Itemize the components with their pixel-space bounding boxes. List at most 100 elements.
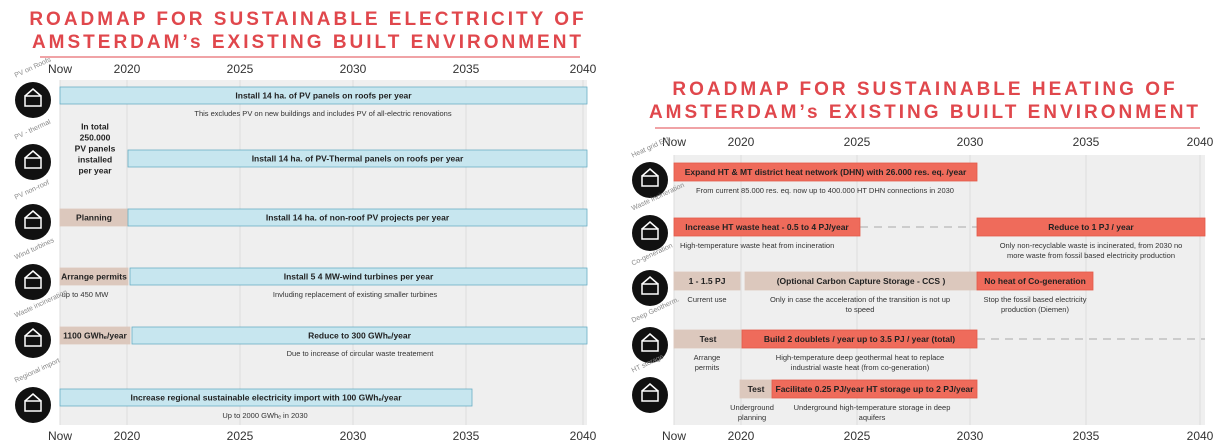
icon-glyph: [24, 277, 42, 289]
side-note: per year: [78, 165, 112, 175]
axis-label-bottom: 2040: [1187, 429, 1214, 443]
bar-label: Install 14 ha. of non-roof PV projects p…: [266, 212, 450, 222]
title: ROADMAP FOR SUSTAINABLE HEATING OF: [672, 79, 1177, 100]
row-icon: [15, 322, 51, 358]
icon-glyph: [641, 228, 659, 240]
icon-glyph: [641, 276, 659, 285]
note: Current use: [687, 295, 726, 304]
row-label: PV - thermal: [14, 119, 53, 142]
icon-glyph: [24, 270, 42, 279]
side-note: PV panels: [75, 143, 116, 153]
bar-label: No heat of Co-generation: [984, 276, 1086, 286]
row-label: Regional import: [14, 357, 61, 384]
axis-label-top: 2025: [227, 62, 254, 76]
row-icon: [632, 270, 668, 306]
row-icon: [632, 327, 668, 363]
icon-glyph: [24, 393, 42, 402]
roadmap-bar: [127, 208, 588, 227]
bar-label: Build 2 doublets / year up to 3.5 PJ / y…: [764, 334, 955, 344]
bar-label: Increase HT waste heat - 0.5 to 4 PJ/yea…: [685, 222, 849, 232]
axis-label-top: 2035: [453, 62, 480, 76]
axis-label-bottom: 2020: [728, 429, 755, 443]
bar-label: Test: [700, 334, 717, 344]
axis-label-top: 2030: [340, 62, 367, 76]
note: This excludes PV on new buildings and in…: [194, 109, 451, 118]
icon-glyph: [641, 340, 659, 352]
row-label: Wind turbines: [14, 237, 56, 262]
icon-glyph: [24, 157, 42, 169]
note: High-temperature waste heat from inciner…: [680, 241, 834, 250]
note: From current 85.000 res. eq. now up to 4…: [696, 186, 954, 195]
axis-label-bottom: 2035: [1073, 429, 1100, 443]
bar-label: Install 14 ha. of PV-Thermal panels on r…: [252, 153, 464, 163]
roadmap-bar: [129, 267, 588, 286]
axis-label-top: 2025: [844, 135, 871, 149]
bar-label: Arrange permits: [61, 271, 127, 281]
roadmap-bar: [673, 162, 978, 182]
bar-label: 1 - 1.5 PJ: [689, 276, 726, 286]
row-label: PV non-roof: [14, 179, 51, 201]
row-icon: [632, 162, 668, 198]
note: up to 450 MW: [62, 290, 110, 299]
note: Underground: [730, 403, 774, 412]
roadmap-bar: [673, 217, 861, 237]
icon-glyph: [641, 383, 659, 392]
note: Stop the fossil based electricity: [984, 295, 1087, 304]
bar-label: Test: [748, 384, 765, 394]
left-background: [60, 80, 587, 425]
side-note: 250.000: [80, 132, 111, 142]
icon-glyph: [641, 221, 659, 230]
icon-glyph: [24, 335, 42, 347]
roadmap-bar: [976, 271, 1094, 291]
roadmap-bar: [976, 217, 1206, 237]
axis-label-bottom: Now: [48, 429, 72, 443]
axis-label-top: 2040: [1187, 135, 1214, 149]
icon-glyph: [24, 88, 42, 97]
bar-label: Increase regional sustainable electricit…: [130, 392, 402, 402]
icon-glyph: [641, 283, 659, 295]
bar-label: Install 14 ha. of PV panels on roofs per…: [235, 90, 412, 100]
bar-label: 1100 GWhₑ/year: [63, 330, 127, 340]
row-label: PV on Roofs: [14, 56, 53, 79]
note: Up to 2000 GWhₑ in 2030: [222, 411, 307, 420]
note: Invluding replacement of existing smalle…: [273, 290, 437, 299]
icon-glyph: [641, 168, 659, 177]
bar-label: (Optional Carbon Capture Storage - CCS ): [777, 276, 946, 286]
roadmap-bar: [127, 149, 588, 168]
row-icon: [632, 215, 668, 251]
axis-label-bottom: Now: [662, 429, 686, 443]
axis-label-bottom: 2035: [453, 429, 480, 443]
axis-label-bottom: 2025: [844, 429, 871, 443]
roadmap-bar: [59, 267, 129, 286]
row-icon: [15, 264, 51, 300]
note: industrial waste heat (from co-generatio…: [791, 363, 930, 372]
axis-label-top: 2035: [1073, 135, 1100, 149]
note: Underground high-temperature storage in …: [794, 403, 951, 412]
axis-label-bottom: 2040: [570, 429, 597, 443]
roadmap-bar: [131, 326, 588, 345]
note: Arrange: [694, 353, 721, 362]
bar-label: Install 5 4 MW-wind turbines per year: [284, 271, 434, 281]
roadmap-bar: [59, 86, 588, 105]
roadmap-bar: [59, 326, 131, 345]
icon-glyph: [641, 390, 659, 402]
note: to speed: [846, 305, 875, 314]
axis-label-top: 2020: [114, 62, 141, 76]
icon-glyph: [24, 400, 42, 412]
bar-label: Planning: [76, 212, 112, 222]
bar-label: Expand HT & MT district heat network (DH…: [685, 167, 967, 177]
icon-glyph: [24, 328, 42, 337]
axis-label-bottom: 2025: [227, 429, 254, 443]
title: AMSTERDAM’s EXISTING BUILT ENVIRONMENT: [32, 32, 584, 53]
axis-label-bottom: 2030: [957, 429, 984, 443]
axis-label-top: 2040: [570, 62, 597, 76]
note: Only in case the acceleration of the tra…: [770, 295, 950, 304]
axis-label-bottom: 2020: [114, 429, 141, 443]
bar-label: Reduce to 1 PJ / year: [1048, 222, 1134, 232]
axis-label-top: Now: [48, 62, 72, 76]
bar-label: Facilitate 0.25 PJ/year HT storage up to…: [776, 384, 975, 394]
note: permits: [695, 363, 720, 372]
note: aquifers: [859, 413, 886, 422]
row-icon: [15, 204, 51, 240]
